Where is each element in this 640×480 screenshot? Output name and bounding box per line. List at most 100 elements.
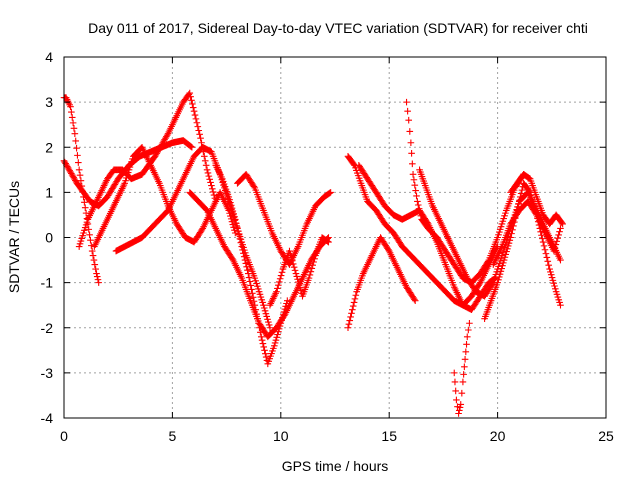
data-point bbox=[229, 221, 237, 228]
data-point bbox=[75, 159, 82, 166]
data-point bbox=[278, 317, 285, 324]
data-point bbox=[281, 305, 289, 313]
data-point bbox=[413, 192, 420, 200]
data-point bbox=[541, 246, 549, 254]
data-point bbox=[261, 307, 269, 315]
data-point bbox=[275, 278, 283, 286]
data-point bbox=[325, 238, 332, 246]
data-point bbox=[527, 191, 535, 199]
data-point bbox=[257, 328, 264, 336]
data-point bbox=[277, 319, 285, 327]
data-point bbox=[204, 169, 212, 177]
data-series bbox=[60, 94, 102, 286]
data-point bbox=[64, 164, 72, 172]
x-tick-label: 15 bbox=[381, 428, 397, 444]
data-point bbox=[552, 241, 560, 248]
data-point bbox=[70, 124, 78, 132]
data-point bbox=[63, 163, 71, 170]
data-point bbox=[69, 119, 77, 127]
data-point bbox=[246, 278, 254, 285]
data-point bbox=[229, 207, 237, 215]
data-point bbox=[548, 274, 556, 281]
data-point bbox=[248, 286, 255, 293]
data-point bbox=[547, 271, 555, 279]
data-point bbox=[288, 254, 295, 261]
data-point bbox=[461, 363, 468, 371]
data-point bbox=[276, 275, 284, 283]
data-series bbox=[344, 234, 419, 332]
data-point bbox=[450, 369, 458, 377]
data-point bbox=[67, 103, 74, 110]
data-point bbox=[76, 171, 84, 179]
data-point bbox=[252, 306, 260, 313]
data-point bbox=[65, 165, 73, 173]
data-point bbox=[203, 166, 211, 174]
data-point bbox=[208, 185, 216, 193]
data-point bbox=[351, 295, 359, 303]
data-point bbox=[406, 128, 414, 135]
data-point bbox=[85, 226, 93, 233]
data-point bbox=[410, 176, 418, 184]
data-point bbox=[75, 166, 83, 174]
data-point bbox=[544, 258, 552, 265]
data-point bbox=[456, 404, 464, 411]
data-point bbox=[261, 347, 268, 354]
data-point bbox=[494, 279, 501, 286]
data-point bbox=[526, 187, 533, 195]
data-point bbox=[237, 239, 245, 246]
data-point bbox=[451, 378, 459, 386]
data-point bbox=[278, 269, 286, 276]
data-point bbox=[407, 139, 415, 147]
data-point bbox=[556, 228, 563, 235]
data-point bbox=[273, 334, 281, 341]
data-point bbox=[208, 182, 215, 189]
data-point bbox=[517, 193, 524, 201]
data-point bbox=[405, 116, 413, 124]
data-point bbox=[516, 196, 523, 204]
data-point bbox=[525, 174, 532, 182]
data-point bbox=[259, 340, 267, 347]
data-point bbox=[526, 174, 533, 182]
data-point bbox=[503, 248, 510, 255]
data-point bbox=[86, 231, 93, 239]
data-series bbox=[212, 162, 291, 368]
chart-title: Day 011 of 2017, Sidereal Day-to-day VTE… bbox=[88, 20, 588, 36]
data-point bbox=[196, 131, 203, 138]
data-point bbox=[417, 212, 425, 220]
data-point bbox=[73, 144, 80, 152]
data-point bbox=[227, 202, 235, 209]
data-point bbox=[72, 137, 80, 145]
data-point bbox=[404, 107, 411, 115]
data-point bbox=[247, 282, 255, 289]
data-point bbox=[528, 194, 536, 202]
data-point bbox=[240, 249, 247, 257]
data-point bbox=[350, 299, 358, 306]
x-axis-ticks: 0 5 10 15 20 25 bbox=[60, 57, 614, 444]
data-series bbox=[489, 198, 564, 268]
data-point bbox=[186, 89, 194, 97]
data-point bbox=[88, 242, 95, 249]
y-tick-label: 2 bbox=[45, 139, 53, 155]
data-point bbox=[276, 322, 284, 330]
data-point bbox=[558, 219, 566, 227]
data-point bbox=[71, 175, 78, 183]
data-point bbox=[280, 308, 288, 316]
data-point bbox=[232, 220, 240, 227]
data-point bbox=[461, 356, 469, 363]
data-point bbox=[557, 256, 564, 264]
data-point bbox=[250, 183, 258, 190]
data-point bbox=[286, 247, 293, 255]
data-point bbox=[260, 304, 268, 312]
data-point bbox=[297, 287, 305, 294]
data-point bbox=[94, 276, 102, 283]
data-point bbox=[305, 274, 313, 282]
data-point bbox=[326, 189, 334, 197]
x-axis-label: GPS time / hours bbox=[282, 458, 389, 474]
data-point bbox=[189, 100, 196, 108]
data-point bbox=[325, 190, 333, 197]
data-point bbox=[287, 250, 294, 258]
data-point bbox=[62, 160, 69, 167]
data-point bbox=[549, 277, 557, 284]
data-point bbox=[462, 348, 470, 356]
